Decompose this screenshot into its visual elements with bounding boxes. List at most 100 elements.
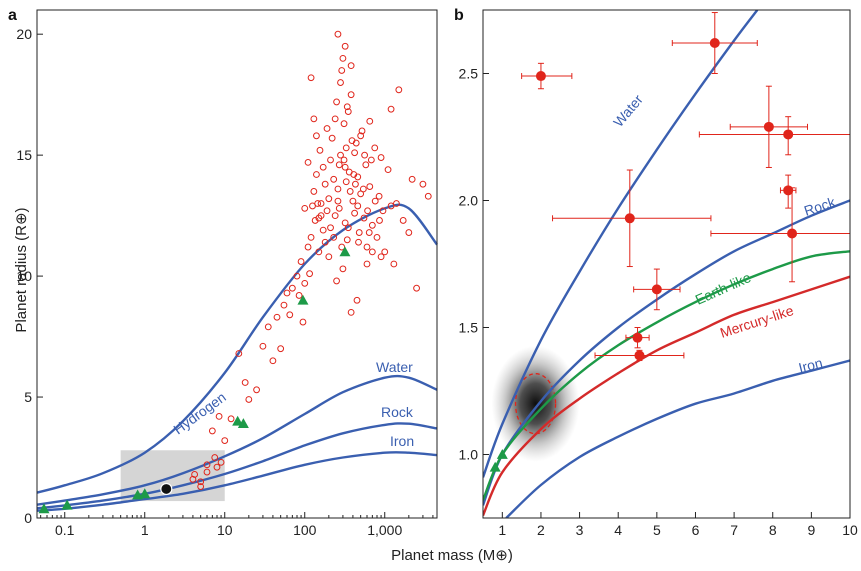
panel-a-exoplanet-point [319, 226, 327, 234]
label-earth-like: Earth-like [693, 269, 754, 308]
panel-a-exoplanet-point [344, 224, 352, 232]
panel-a-exoplanet-point [333, 277, 340, 285]
panel-a-exoplanet-point [399, 217, 407, 224]
panel-a-exoplanet-point [362, 161, 370, 169]
panel-a-exoplanet-point [203, 468, 211, 476]
panel-a-x-tick-label: 100 [293, 522, 317, 538]
panel-a-exoplanet-point [313, 171, 320, 178]
panel-a-exoplanet-point [337, 79, 344, 86]
panel-a-exoplanet-point [360, 214, 368, 222]
panel-a-exoplanet-point [307, 74, 315, 82]
panel-b-frame [482, 9, 851, 519]
panel-a-exoplanet-point [342, 178, 350, 186]
panel-a-kepler-78b-point [160, 482, 173, 496]
panel-a-exoplanet-point [301, 204, 309, 212]
panel-a-exoplanet-point [342, 144, 350, 152]
panel-a-exoplanet-point [197, 478, 205, 486]
panel-a-exoplanet-point [331, 212, 339, 220]
panel-a-exoplanet-point [343, 103, 351, 111]
panel-a-exoplanet-point [381, 248, 389, 256]
panel-a-curve-rock [36, 422, 438, 510]
panel-a-exoplanet-point [316, 146, 324, 154]
panel-a-exoplanet-point [328, 134, 336, 142]
panel-a-exoplanet-point [364, 207, 371, 215]
panel-a-solar-planet-marker [297, 294, 309, 305]
panel-a-exoplanet-point [277, 345, 285, 353]
panel-b-x-tick-label: 4 [614, 522, 622, 538]
panel-b-curve-mercury-like [483, 275, 850, 516]
panel-a-exoplanet-point [213, 463, 221, 471]
panel-a-exoplanet-point [359, 185, 367, 193]
panel-a-exoplanet-point [341, 42, 349, 50]
panel-b-exoplanet-point [624, 213, 635, 224]
panel-a-exoplanet-point [325, 195, 333, 203]
panel-a-exoplanet-point [393, 200, 400, 207]
panel-b-solar-planet-marker [489, 461, 501, 472]
panel-b-x-tick-label: 8 [769, 522, 777, 538]
panel-a-exoplanet-point [371, 144, 379, 152]
panel-a-exoplanet-point [334, 197, 342, 205]
panel-b-curve-water [483, 10, 759, 478]
panel-a-exoplanet-point [377, 253, 385, 261]
panel-a-exoplanet-point [330, 175, 338, 183]
panel-b-x-tick-label: 7 [730, 522, 738, 538]
panel-a-exoplanet-point [347, 308, 355, 316]
panel-a-exoplanet-point [387, 202, 395, 210]
panel-b-exoplanet-point [651, 284, 662, 295]
panel-a-exoplanet-point [310, 115, 318, 123]
panel-a-y-tick-label: 0 [24, 510, 32, 526]
panel-a-exoplanet-point [304, 243, 312, 251]
panel-a-curve-water [36, 374, 438, 506]
panel-a-exoplanet-point [333, 98, 340, 106]
panel-a-exoplanet-point [365, 229, 373, 236]
panel-a-exoplanet-point [368, 248, 376, 256]
panel-a-exoplanet-point [304, 159, 312, 166]
panel-a-exoplanet-point [408, 175, 416, 183]
panel-a-exoplanet-point [413, 284, 420, 292]
label-water-a: Water [376, 359, 413, 375]
panel-a-exoplanet-point [327, 156, 334, 164]
panel-a-solar-planet-marker [339, 246, 351, 257]
panel-a-exoplanet-point [293, 272, 301, 280]
label-rock-a: Rock [381, 404, 414, 420]
panel-b-points [489, 12, 850, 472]
panel-b-x-tick-label: 5 [653, 522, 661, 538]
panel-a-exoplanet-point [327, 224, 334, 232]
panel-b: b 1 2 3 4 5 6 7 8 9 10 1.0 1.5 2.0 2.5 Water Rock Ear… [454, 7, 858, 538]
panel-a-exoplanet-point [280, 301, 288, 309]
label-iron-b: Iron [797, 355, 824, 376]
panel-a-exoplanet-point [313, 132, 320, 140]
panel-a-exoplanet-point [355, 238, 362, 246]
panel-a-exoplanet-point [405, 229, 413, 236]
panel-a-solar-planet-marker [237, 418, 249, 429]
panel-a-solar-planet-marker [232, 415, 244, 426]
panel-a-exoplanet-point [334, 185, 342, 193]
panel-a-exoplanet-point [315, 214, 323, 222]
panel-a-exoplanet-point [361, 151, 368, 159]
panel-a-exoplanet-point [295, 292, 303, 299]
panel-a-exoplanet-point [357, 132, 365, 140]
panel-a-exoplanet-point [253, 386, 260, 394]
panel-a-exoplanet-point [350, 171, 358, 178]
panel-a-curve-hydrogen [36, 203, 438, 494]
panel-b-exoplanet-point [535, 71, 546, 82]
panel-a-x-tick-label: 1 [141, 522, 149, 538]
panel-b-y-tick-label: 2.0 [459, 193, 479, 209]
panel-a-frame [36, 9, 438, 519]
panel-a-exoplanet-point [208, 427, 216, 435]
panel-a-exoplanet-point [395, 86, 403, 94]
panel-a-exoplanet-point [363, 260, 371, 268]
panel-b-curve-earth-like [483, 250, 850, 501]
kepler-78b-density-contour [514, 373, 557, 435]
panel-a-exoplanet-point [317, 200, 325, 207]
panel-a-exoplanet-point [371, 197, 379, 205]
panel-a-exoplanet-point [273, 313, 281, 321]
panel-a-exoplanet-point [189, 475, 197, 483]
panel-a-exoplanet-point [340, 156, 348, 164]
panel-b-letter: b [454, 7, 464, 24]
panel-a-exoplanet-point [283, 289, 291, 297]
panel-a-exoplanet-point [353, 296, 361, 304]
panel-b-exoplanet-point [632, 332, 643, 343]
